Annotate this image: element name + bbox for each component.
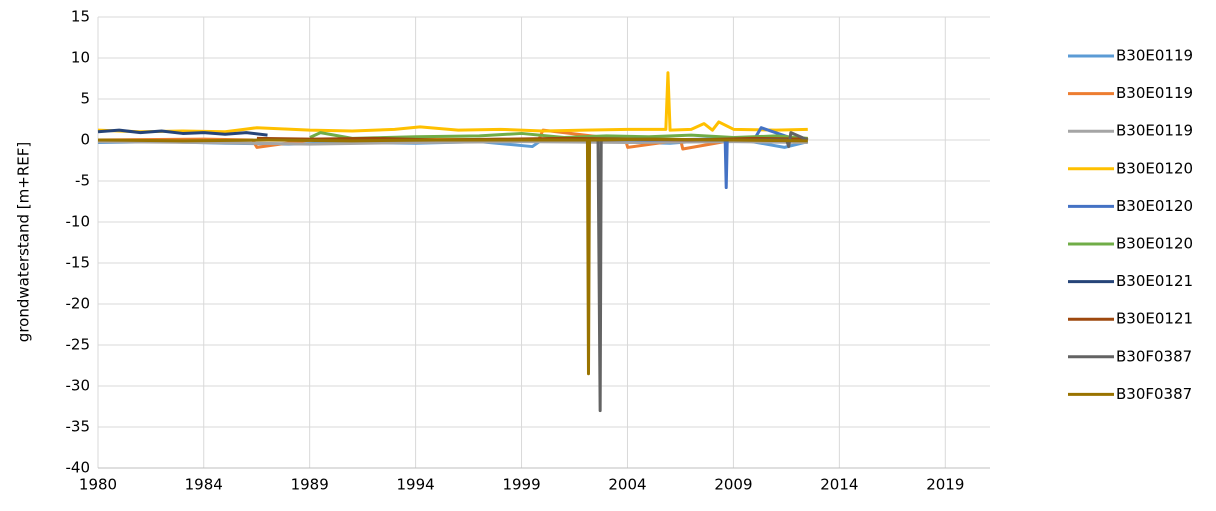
x-tick-label: 2009 xyxy=(714,476,752,494)
legend-label: B30E0120 xyxy=(1116,235,1193,253)
legend-label: B30E0120 xyxy=(1116,159,1193,177)
legend-label: B30E0119 xyxy=(1116,47,1193,65)
x-tick-label: 2014 xyxy=(820,476,858,494)
y-tick-label: -20 xyxy=(66,295,91,313)
y-tick-label: -15 xyxy=(66,254,91,272)
legend-label: B30E0119 xyxy=(1116,122,1193,140)
x-tick-label: 2019 xyxy=(926,476,964,494)
legend-label: B30E0120 xyxy=(1116,197,1193,215)
legend-label: B30F0387 xyxy=(1116,347,1192,365)
legend-label: B30E0121 xyxy=(1116,310,1193,328)
y-tick-label: -30 xyxy=(66,377,91,395)
y-tick-label: 15 xyxy=(71,8,90,26)
y-tick-label: -5 xyxy=(75,172,90,190)
y-tick-label: 5 xyxy=(80,90,90,108)
y-axis-label: grondwaterstand [m+REF] xyxy=(15,142,33,342)
legend-label: B30E0119 xyxy=(1116,84,1193,102)
legend-label: B30E0121 xyxy=(1116,272,1193,290)
series-line xyxy=(97,137,808,376)
x-tick-label: 1980 xyxy=(79,476,117,494)
y-tick-label: -35 xyxy=(66,418,91,436)
x-tick-label: 2004 xyxy=(608,476,646,494)
y-tick-label: -10 xyxy=(66,213,91,231)
series-line xyxy=(97,140,808,146)
series-line xyxy=(97,71,808,134)
y-tick-label: 10 xyxy=(71,49,90,67)
x-tick-label: 1999 xyxy=(502,476,540,494)
y-tick-label: 0 xyxy=(80,131,90,149)
x-tick-label: 1984 xyxy=(185,476,223,494)
legend-label: B30F0387 xyxy=(1116,385,1192,403)
series-line xyxy=(521,131,809,413)
series-line xyxy=(97,128,268,137)
y-tick-label: -25 xyxy=(66,336,91,354)
x-tick-label: 1989 xyxy=(291,476,329,494)
y-tick-label: -40 xyxy=(66,459,91,477)
x-tick-label: 1994 xyxy=(397,476,435,494)
